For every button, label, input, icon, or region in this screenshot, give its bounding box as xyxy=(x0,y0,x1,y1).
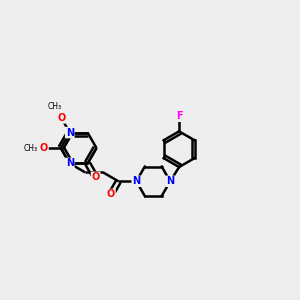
Text: N: N xyxy=(132,176,140,186)
Text: F: F xyxy=(176,111,182,121)
Text: N: N xyxy=(66,158,74,169)
Text: O: O xyxy=(40,143,48,153)
Text: O: O xyxy=(92,172,100,182)
Text: N: N xyxy=(66,128,74,138)
Text: O: O xyxy=(107,189,115,200)
Text: CH₃: CH₃ xyxy=(24,143,38,152)
Text: N: N xyxy=(166,176,174,186)
Text: CH₃: CH₃ xyxy=(48,102,62,111)
Text: O: O xyxy=(57,113,65,123)
